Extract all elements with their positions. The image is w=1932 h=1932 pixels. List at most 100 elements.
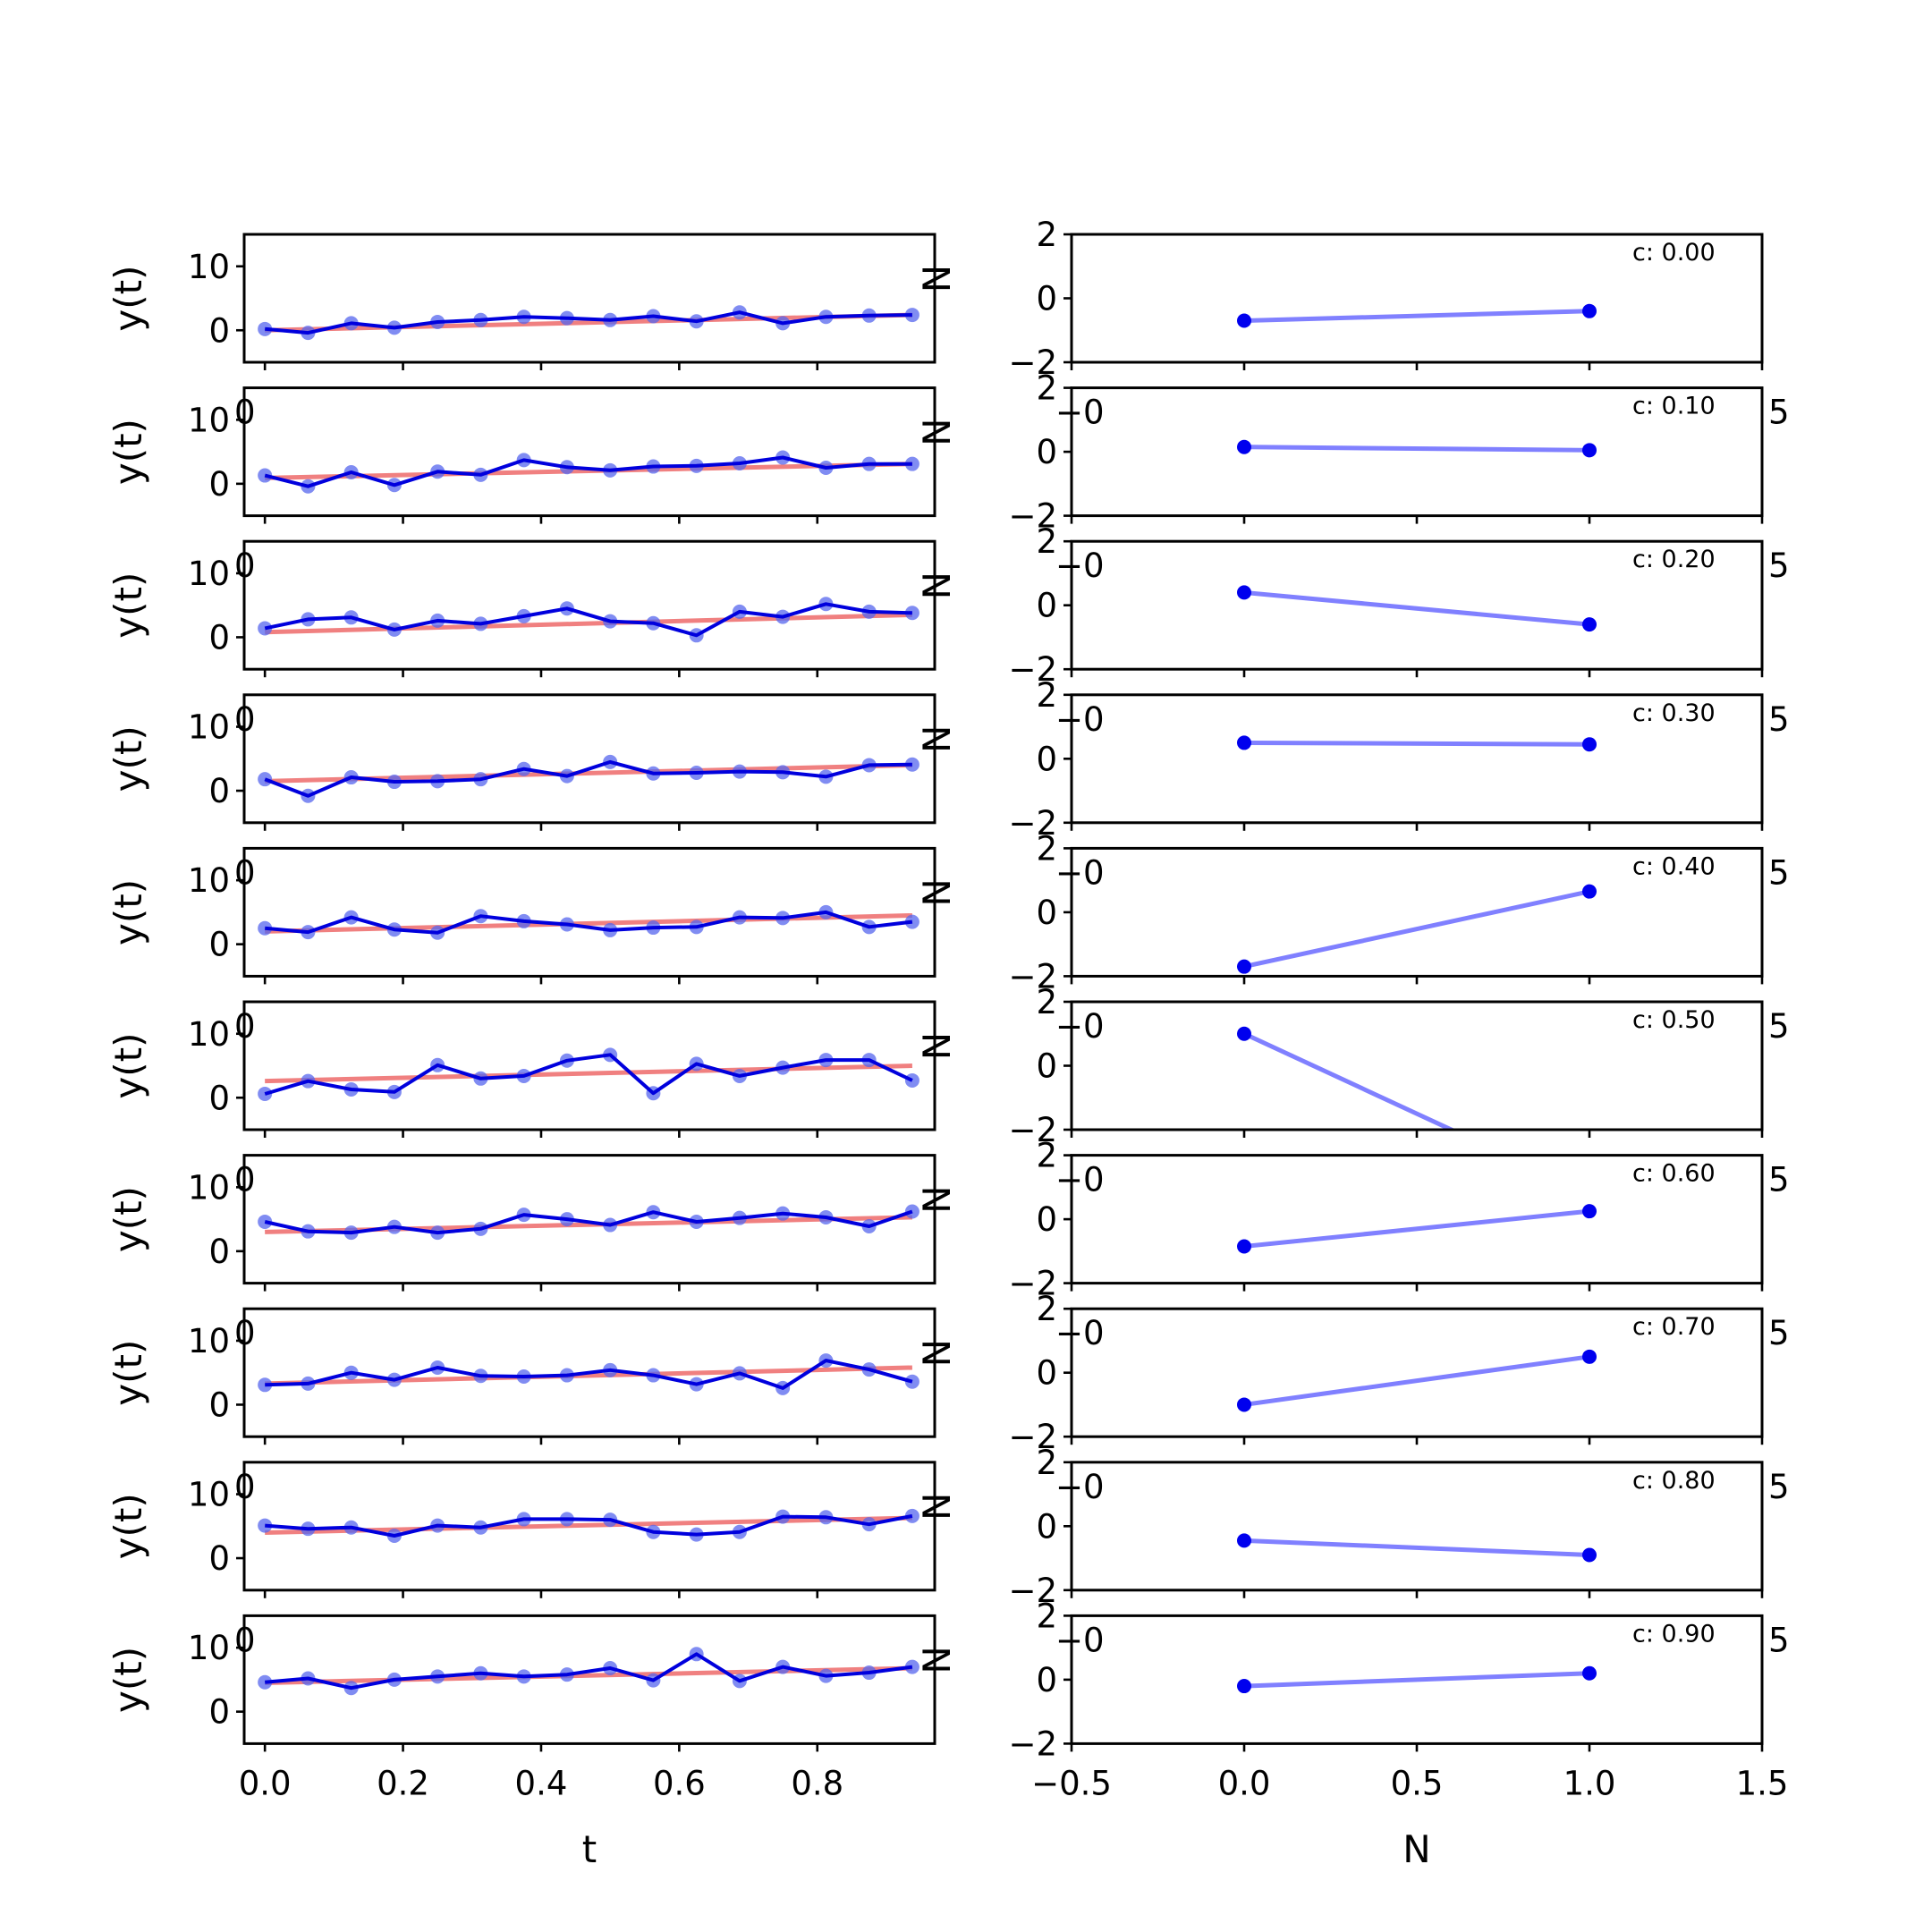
y-tick-label: 2: [1036, 983, 1057, 1021]
y-tick-label: 0: [1036, 280, 1057, 318]
fit-line: [265, 462, 912, 480]
y-tick-label: 2: [1036, 829, 1057, 868]
data-point: [258, 1518, 273, 1533]
y-tick-label: −2: [1008, 1724, 1057, 1763]
y-tick-label: 2: [1036, 1597, 1057, 1635]
data-point: [258, 468, 273, 483]
series-point: [1237, 1239, 1251, 1254]
fit-line: [265, 1063, 912, 1084]
overlap-tick-fragment: 5: [1768, 1621, 1790, 1659]
series-point: [1582, 443, 1597, 458]
series-line: [1243, 1671, 1590, 1689]
y-tick-label: 0: [1036, 740, 1057, 778]
panel-annotation: c: 0.60: [1632, 1160, 1716, 1188]
right-plot-area: [1237, 735, 1597, 752]
data-point: [904, 1072, 919, 1088]
overlap-tick-fragment: 5: [1768, 547, 1790, 585]
overlap-axis-label-fragment: N: [915, 1493, 959, 1521]
data-point: [258, 920, 273, 936]
data-line: [265, 910, 913, 935]
x-tick-label: 0.4: [515, 1764, 568, 1802]
left-axes-frame: [242, 1154, 936, 1285]
data-point: [258, 1086, 273, 1101]
y-tick-label: −2: [1008, 650, 1057, 689]
y-tick-label: 0: [1036, 894, 1057, 932]
overlap-tick-fragment: 5: [1768, 1161, 1790, 1199]
data-point: [904, 1659, 919, 1674]
right-subplot-2: −0 5 −2 0 2 c: 0.20: [1008, 522, 1789, 689]
y-axis-label: y(t): [106, 265, 150, 331]
y-tick-label: 10: [188, 248, 230, 286]
y-tick-label: 0: [208, 1385, 230, 1424]
series-line: [1243, 589, 1590, 627]
overlap-tick-fragment: 5: [1768, 700, 1790, 739]
y-tick-label: 10: [188, 708, 230, 747]
x-tick-label: −0.5: [1031, 1764, 1112, 1802]
overlap-tick-fragment: 5: [1768, 394, 1790, 432]
series-point: [1237, 959, 1251, 974]
overlap-axis-label-fragment: N: [915, 265, 959, 292]
data-point: [904, 456, 919, 471]
data-line: [265, 310, 912, 335]
y-tick-label: 0: [208, 311, 230, 350]
y-tick-label: 10: [188, 1476, 230, 1514]
y-tick-label: 2: [1036, 369, 1057, 408]
right-subplot-7: −0 5 −2 0 2 c: 0.70: [1008, 1290, 1789, 1456]
fit-line: [265, 312, 912, 333]
right-subplot-8: −0 5 −2 0 2 c: 0.80: [1008, 1444, 1789, 1610]
data-line: [264, 759, 912, 798]
overlap-tick-fragment: 5: [1768, 1007, 1790, 1046]
overlap-tick-fragment: −0: [1055, 853, 1105, 892]
x-tick-label: 0.0: [1218, 1764, 1271, 1802]
panel-annotation: c: 0.00: [1632, 239, 1716, 267]
right-plot-area: [1237, 303, 1597, 328]
y-tick-label: 2: [1036, 522, 1057, 561]
y-tick-label: 0: [208, 618, 230, 657]
left-axes-frame: [242, 846, 936, 978]
left-axes-frame: [242, 386, 936, 518]
y-tick-label: 10: [188, 555, 230, 593]
overlap-axis-label-fragment: N: [915, 1185, 959, 1213]
data-line: [264, 455, 912, 488]
y-tick-label: 0: [208, 926, 230, 964]
data-line: [265, 1513, 913, 1538]
y-tick-label: 0: [1036, 1047, 1057, 1086]
series-point: [1237, 585, 1251, 600]
data-point: [904, 914, 919, 929]
right-subplot-9: −0 5 −2 0 2 −0.5 0.0 0.5 1.0 1.5 Nc: 0.90: [1008, 1597, 1789, 1871]
x-tick-label: 0.6: [653, 1764, 706, 1802]
series-point: [1582, 1187, 1597, 1201]
y-tick-label: 0: [1036, 1354, 1057, 1393]
series-point: [1237, 1533, 1251, 1548]
data-point: [904, 606, 919, 621]
data-point: [258, 1214, 273, 1229]
y-tick-label: 10: [188, 1168, 230, 1207]
y-tick-label: −2: [1008, 957, 1057, 996]
y-tick-label: 0: [1036, 1507, 1057, 1546]
y-tick-label: 0: [208, 772, 230, 810]
right-subplot-4: −0 5 −2 0 2 c: 0.40: [1008, 829, 1789, 996]
y-tick-label: −2: [1008, 497, 1057, 536]
panel-annotation: c: 0.20: [1632, 546, 1716, 573]
left-axes-frame: [242, 693, 936, 825]
series-line: [1242, 1031, 1457, 1130]
y-axis-label: y(t): [106, 725, 150, 792]
y-axis-label: y(t): [106, 419, 150, 485]
y-axis-label: y(t): [106, 1647, 150, 1713]
series-point: [1237, 313, 1251, 328]
right-plot-area: [1237, 439, 1597, 458]
y-tick-label: −2: [1008, 343, 1057, 382]
series-point: [1582, 1204, 1597, 1219]
right-plot-area: [1237, 1665, 1597, 1694]
y-tick-label: 0: [1036, 587, 1057, 625]
fit-line: [265, 612, 912, 635]
y-tick-label: 10: [188, 401, 230, 439]
series-point: [1237, 439, 1251, 454]
